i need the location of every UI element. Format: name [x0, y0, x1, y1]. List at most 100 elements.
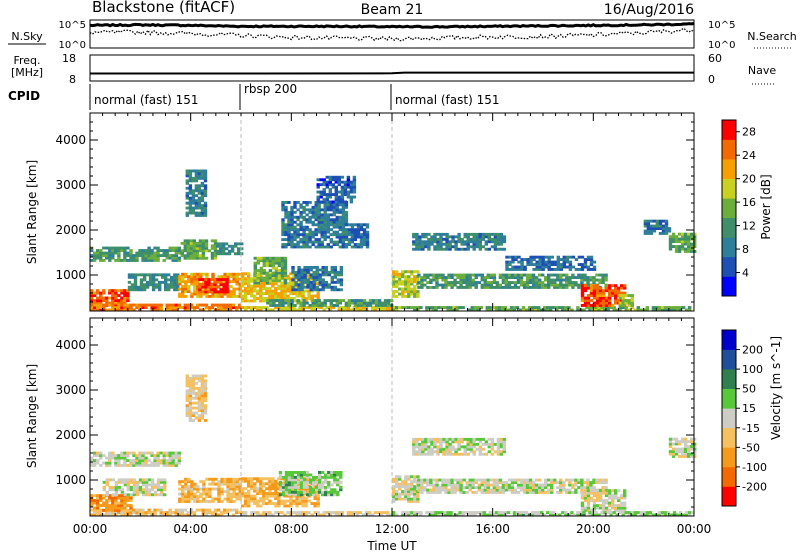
- power-cell: [203, 176, 208, 180]
- velocity-cell: [318, 478, 322, 482]
- velocity-cell: [197, 416, 202, 420]
- velocity-cell: [312, 493, 316, 497]
- velocity-cell: [188, 414, 193, 417]
- power-cell: [306, 266, 310, 269]
- velocity-cell: [144, 478, 149, 482]
- power-cell: [519, 281, 524, 284]
- power-cell: [117, 303, 121, 307]
- velocity-cell: [316, 494, 320, 498]
- power-cell: [300, 280, 304, 284]
- power-cell: [324, 285, 328, 289]
- power-cell: [308, 238, 312, 241]
- velocity-cell: [478, 437, 482, 441]
- velocity-cell: [120, 451, 124, 455]
- power-cell: [217, 275, 221, 279]
- velocity-cell: [150, 483, 155, 487]
- power-cell: [668, 240, 673, 243]
- velocity-cell: [480, 481, 484, 484]
- power-cell: [531, 276, 536, 279]
- velocity-cell: [90, 461, 94, 465]
- power-cell: [316, 282, 320, 286]
- velocity-cell: [114, 456, 118, 460]
- power-cell: [96, 249, 100, 252]
- power-cell: [580, 276, 584, 279]
- velocity-cell: [404, 492, 408, 496]
- power-cell: [424, 235, 428, 239]
- velocity-cell: [410, 497, 414, 501]
- velocity-cell: [295, 497, 299, 500]
- power-cell: [284, 233, 288, 237]
- power-cell: [559, 258, 563, 261]
- power-cell: [445, 237, 449, 241]
- power-cell: [418, 242, 422, 246]
- power-cell: [156, 306, 160, 309]
- power-cell: [657, 308, 662, 312]
- velocity-cell: [502, 442, 507, 446]
- velocity-cell: [398, 482, 402, 486]
- power-cell: [290, 210, 294, 214]
- velocity-cell: [398, 497, 402, 501]
- velocity-cell: [293, 475, 298, 479]
- power-cell: [290, 228, 294, 232]
- power-cell: [337, 200, 341, 204]
- power-cell: [358, 308, 363, 312]
- velocity-cell: [481, 437, 485, 441]
- power-cell: [398, 277, 402, 281]
- velocity-cell: [550, 483, 554, 487]
- power-cell: [117, 259, 121, 262]
- velocity-cell: [250, 497, 254, 500]
- velocity-cell: [550, 488, 554, 492]
- power-cell: [568, 255, 573, 259]
- power-cell: [329, 208, 333, 212]
- power-cell: [544, 286, 548, 289]
- velocity-cell: [513, 491, 518, 494]
- power-cell: [530, 308, 535, 312]
- power-cell: [142, 285, 147, 289]
- power-cell: [425, 308, 429, 312]
- velocity-cell: [456, 481, 460, 484]
- power-cell: [193, 272, 197, 276]
- power-cell: [517, 268, 521, 271]
- power-cell: [335, 223, 339, 227]
- power-cell: [307, 306, 311, 309]
- power-cell: [265, 292, 269, 295]
- power-cell: [468, 278, 472, 282]
- power-cell: [501, 273, 506, 277]
- power-cell: [344, 205, 349, 209]
- power-cell: [177, 249, 181, 252]
- power-cell: [344, 245, 349, 249]
- power-cell: [636, 308, 640, 312]
- power-cell: [516, 273, 521, 277]
- power-cell: [325, 183, 329, 187]
- power-cell: [690, 245, 694, 248]
- power-cell: [102, 251, 106, 255]
- velocity-cell: [304, 511, 308, 514]
- power-cell: [358, 306, 363, 309]
- power-cell: [139, 285, 144, 289]
- power-cell: [274, 292, 278, 295]
- velocity-cell: [463, 447, 467, 451]
- power-cell: [329, 228, 333, 232]
- power-cell: [238, 285, 242, 288]
- velocity-cell: [207, 511, 212, 514]
- power-cell: [346, 190, 351, 194]
- velocity-cell: [531, 481, 536, 484]
- power-cell: [509, 308, 514, 312]
- power-cell: [483, 278, 487, 282]
- power-cell: [320, 233, 324, 237]
- power-cell: [302, 210, 306, 214]
- velocity-cell: [132, 459, 136, 462]
- velocity-cell: [188, 384, 193, 388]
- velocity-cell: [229, 477, 233, 481]
- velocity-cell: [90, 501, 94, 505]
- velocity-cell: [278, 488, 283, 492]
- velocity-cell: [287, 475, 292, 479]
- velocity-cell: [188, 409, 193, 412]
- power-cell: [173, 278, 177, 282]
- velocity-cell: [256, 499, 260, 503]
- velocity-cell: [132, 493, 137, 497]
- power-cell: [286, 294, 290, 298]
- power-cell: [334, 178, 338, 182]
- velocity-cell: [144, 464, 148, 467]
- power-cell: [219, 308, 224, 312]
